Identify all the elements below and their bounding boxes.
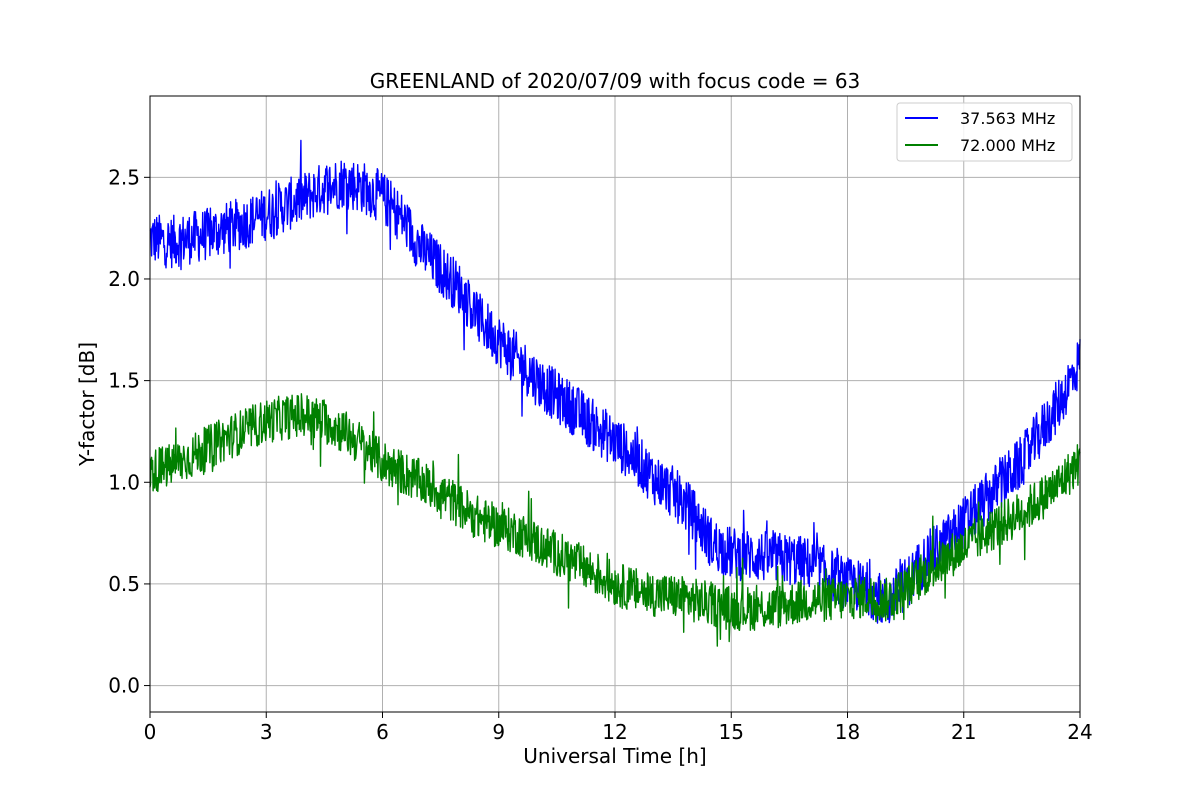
x-tick-label: 9 <box>492 720 505 744</box>
legend-label-series-1: 37.563 MHz <box>960 109 1055 128</box>
y-tick-label: 2.0 <box>108 267 140 291</box>
y-tick-label: 0.0 <box>108 674 140 698</box>
x-ticks: 0 3 6 9 12 15 18 21 24 <box>144 712 1093 744</box>
y-tick-label: 1.5 <box>108 369 140 393</box>
x-axis-label: Universal Time [h] <box>523 744 706 768</box>
x-tick-label: 6 <box>376 720 389 744</box>
y-tick-label: 0.5 <box>108 572 140 596</box>
x-tick-label: 21 <box>951 720 976 744</box>
x-tick-label: 18 <box>835 720 860 744</box>
grid <box>149 96 1081 712</box>
series-layer <box>149 139 1081 647</box>
legend-box <box>896 102 1073 162</box>
y-tick-label: 1.0 <box>108 470 140 494</box>
x-tick-label: 0 <box>144 720 157 744</box>
y-ticks: 0.0 0.5 1.0 1.5 2.0 2.5 <box>108 165 150 698</box>
chart-title: GREENLAND of 2020/07/09 with focus code … <box>370 69 861 93</box>
legend: 37.563 MHz 72.000 MHz <box>896 102 1073 162</box>
series-line-2 <box>149 393 1081 647</box>
x-tick-label: 15 <box>719 720 744 744</box>
x-tick-label: 24 <box>1067 720 1092 744</box>
y-axis-label: Y-factor [dB] <box>75 342 99 467</box>
x-tick-label: 3 <box>260 720 273 744</box>
legend-label-series-2: 72.000 MHz <box>960 136 1055 155</box>
x-tick-label: 12 <box>602 720 627 744</box>
y-tick-label: 2.5 <box>108 165 140 189</box>
